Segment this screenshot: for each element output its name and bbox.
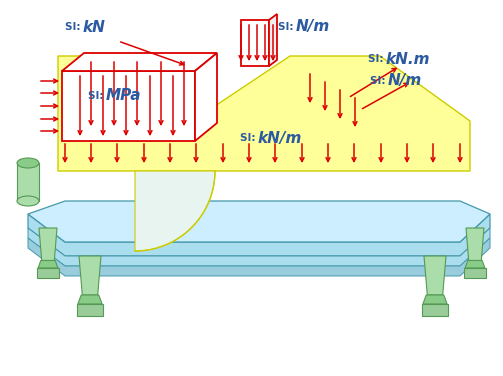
Polygon shape	[464, 268, 486, 278]
Polygon shape	[465, 261, 485, 268]
Polygon shape	[38, 261, 58, 268]
Text: SI:: SI:	[88, 91, 107, 101]
Text: SI:: SI:	[278, 22, 297, 32]
Polygon shape	[28, 228, 490, 266]
Text: kN: kN	[83, 20, 106, 35]
Polygon shape	[58, 56, 470, 171]
Polygon shape	[422, 304, 448, 316]
Polygon shape	[466, 228, 484, 261]
Text: SI:: SI:	[368, 54, 387, 64]
Polygon shape	[78, 295, 102, 304]
Polygon shape	[195, 53, 217, 141]
Text: kN.m: kN.m	[386, 52, 431, 67]
Polygon shape	[28, 238, 490, 276]
Text: SI:: SI:	[240, 133, 259, 143]
Polygon shape	[28, 214, 490, 256]
Polygon shape	[423, 295, 447, 304]
Ellipse shape	[17, 196, 39, 206]
Polygon shape	[62, 71, 195, 141]
Polygon shape	[135, 171, 215, 251]
Ellipse shape	[17, 158, 39, 168]
Polygon shape	[62, 53, 217, 71]
Polygon shape	[17, 163, 39, 201]
Text: SI:: SI:	[65, 22, 84, 32]
Text: SI:: SI:	[370, 76, 389, 86]
Polygon shape	[39, 228, 57, 261]
Polygon shape	[79, 256, 101, 295]
Polygon shape	[269, 14, 277, 66]
Polygon shape	[28, 201, 490, 242]
Text: MPa: MPa	[106, 88, 141, 103]
Text: N/m: N/m	[296, 20, 330, 35]
Polygon shape	[241, 20, 269, 66]
Polygon shape	[37, 268, 59, 278]
Text: kN/m: kN/m	[258, 130, 302, 146]
Text: N/m: N/m	[388, 73, 422, 88]
Polygon shape	[77, 304, 103, 316]
Polygon shape	[424, 256, 446, 295]
